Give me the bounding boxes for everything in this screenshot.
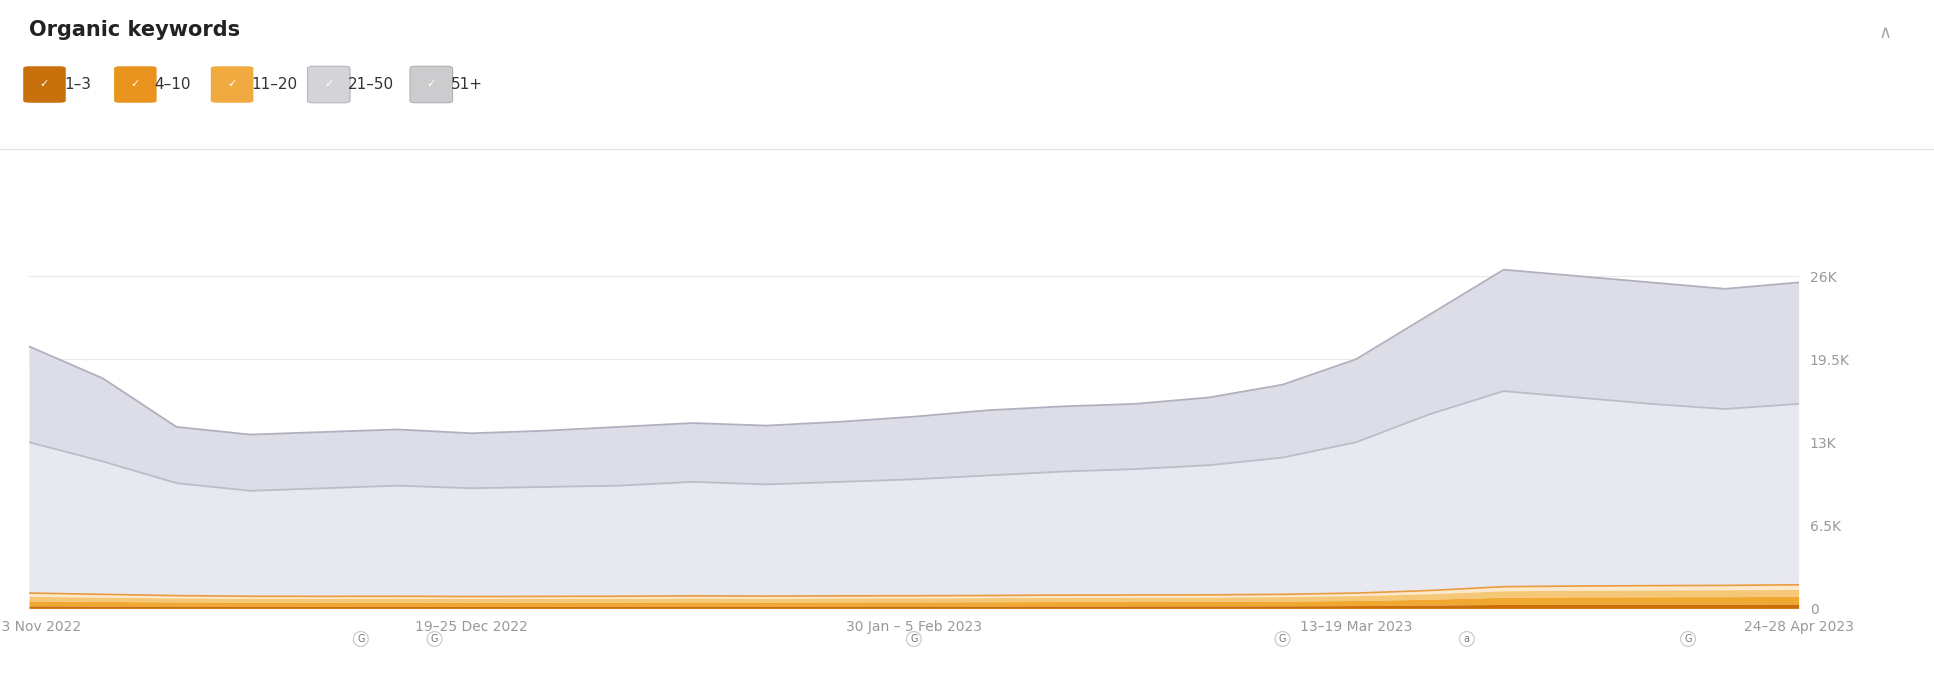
Text: a: a	[1464, 634, 1470, 644]
Text: Organic keywords: Organic keywords	[29, 20, 240, 41]
Text: G: G	[358, 634, 366, 644]
Text: ∧: ∧	[1880, 24, 1891, 42]
Text: ✓: ✓	[132, 80, 139, 89]
Text: G: G	[911, 634, 917, 644]
Text: ✓: ✓	[41, 80, 48, 89]
Text: G: G	[1278, 634, 1286, 644]
Text: 21–50: 21–50	[348, 77, 395, 92]
Text: 51+: 51+	[451, 77, 484, 92]
Text: ✓: ✓	[325, 80, 333, 89]
Text: ✓: ✓	[427, 80, 435, 89]
Text: 11–20: 11–20	[251, 77, 298, 92]
Text: G: G	[431, 634, 439, 644]
Text: 4–10: 4–10	[155, 77, 191, 92]
Text: 1–3: 1–3	[64, 77, 91, 92]
Text: G: G	[1685, 634, 1692, 644]
Text: ✓: ✓	[228, 80, 236, 89]
